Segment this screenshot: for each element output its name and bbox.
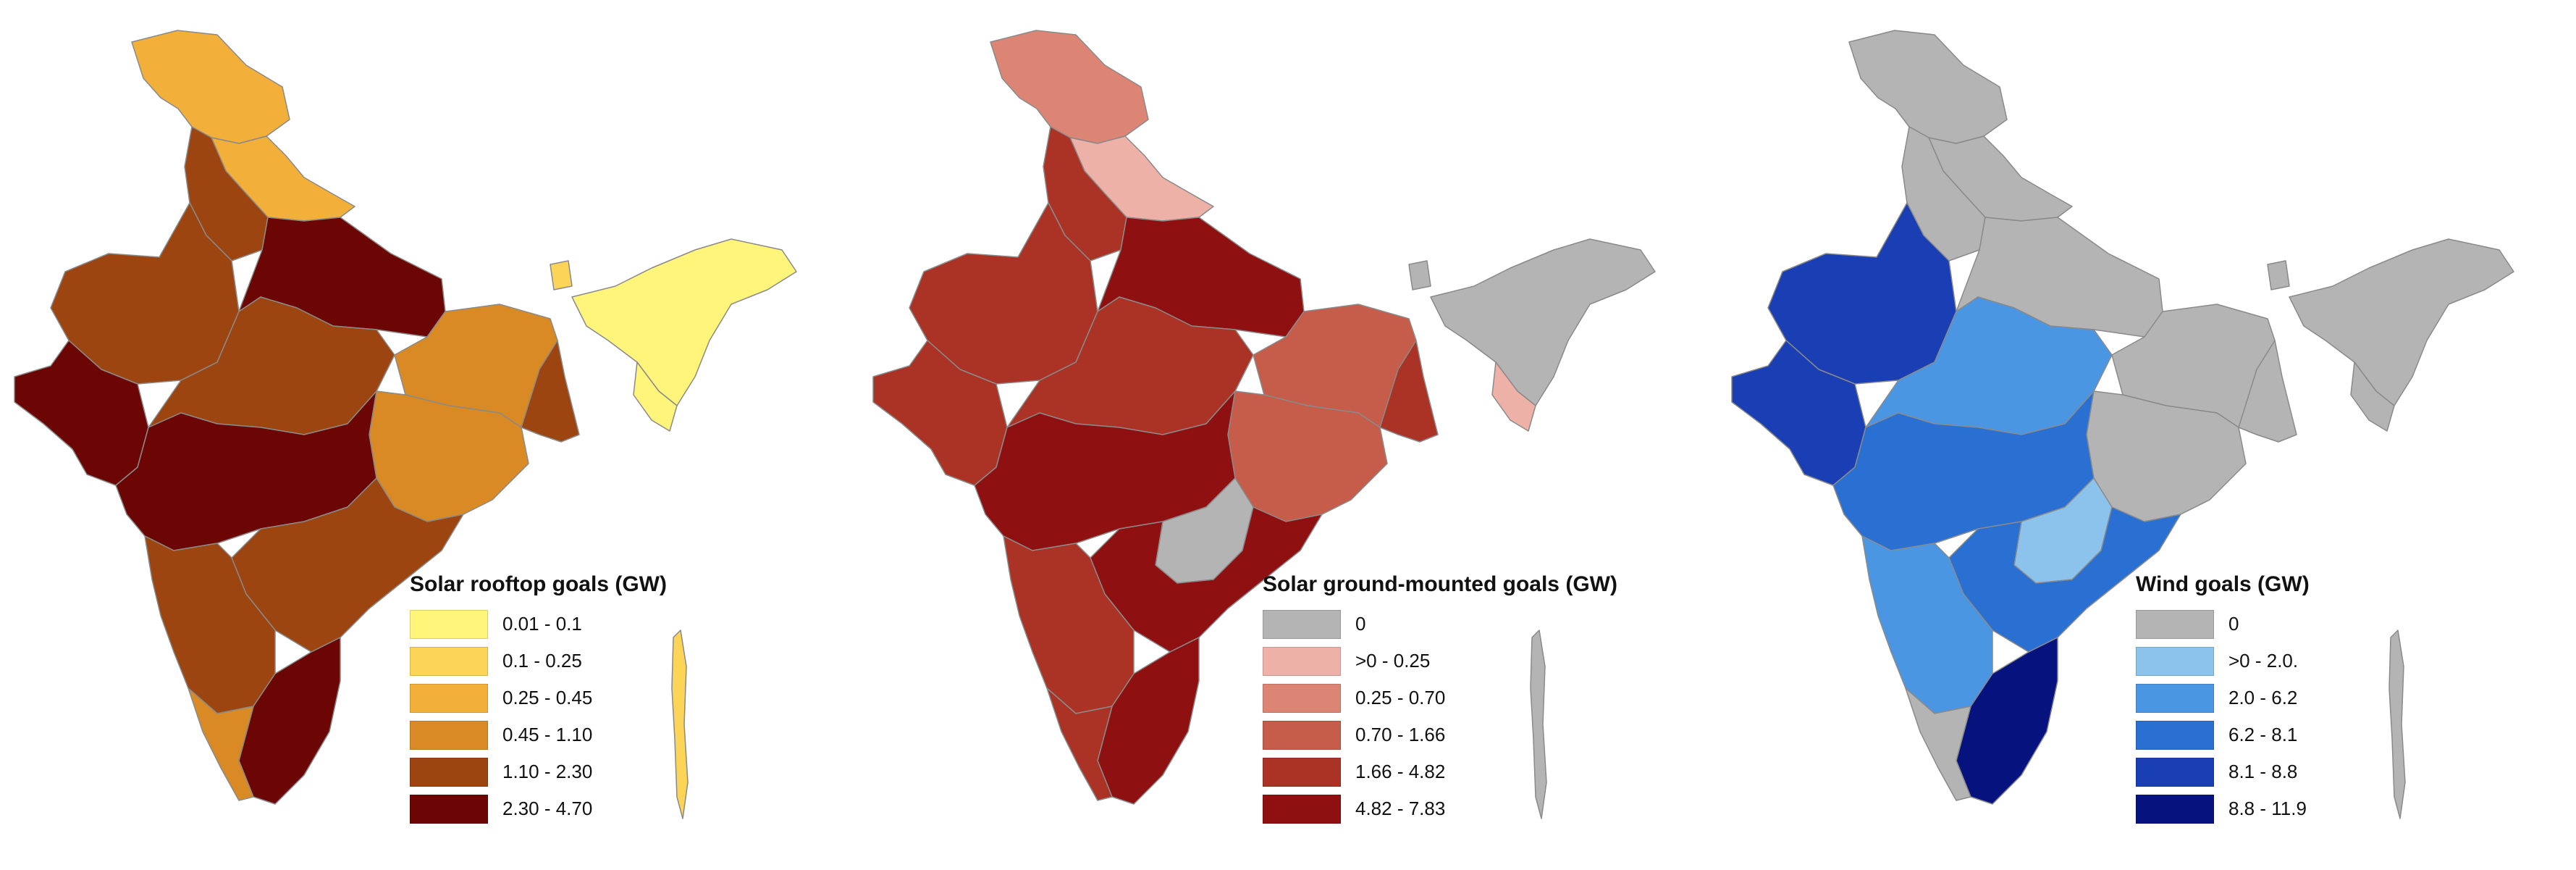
- legend-item: 0: [2136, 606, 2310, 643]
- region-andaman-islands: [1530, 630, 1547, 819]
- legend-item: 2.30 - 4.70: [410, 790, 667, 827]
- legend-title: Wind goals (GW): [2136, 572, 2310, 596]
- legend-swatch: [410, 794, 488, 824]
- legend-item: 0.25 - 0.45: [410, 679, 667, 716]
- legend-item: 1.66 - 4.82: [1263, 753, 1617, 790]
- legend-item: 0: [1263, 606, 1617, 643]
- region-northeast-south: [2350, 361, 2395, 432]
- legend-item: 0.25 - 0.70: [1263, 679, 1617, 716]
- legend-label: 6.2 - 8.1: [2228, 724, 2298, 745]
- map-legend: Solar rooftop goals (GW) 0.01 - 0.1 0.1 …: [410, 572, 667, 827]
- region-andaman-islands: [2388, 630, 2406, 819]
- legend-swatch: [2136, 794, 2214, 824]
- map-legend: Wind goals (GW) 0 >0 - 2.0. 2.0 - 6.2 6.…: [2136, 572, 2310, 827]
- legend-swatch: [2136, 757, 2214, 787]
- map-panel-solar-ground-mounted: Solar ground-mounted goals (GW) 0 >0 - 0…: [859, 0, 1717, 870]
- region-sikkim: [550, 260, 573, 290]
- region-northeast-south: [633, 361, 678, 432]
- legend-swatch: [1263, 683, 1341, 713]
- legend-label: 0: [2228, 613, 2239, 635]
- legend-item: >0 - 0.25: [1263, 643, 1617, 679]
- region-northeast-main: [2289, 238, 2514, 406]
- legend-label: 4.82 - 7.83: [1355, 798, 1446, 819]
- legend-label: >0 - 0.25: [1355, 650, 1431, 672]
- india-choropleth-map: [872, 30, 1656, 819]
- legend-swatch: [410, 757, 488, 787]
- region-andaman-islands: [671, 630, 689, 819]
- legend-item: 6.2 - 8.1: [2136, 716, 2310, 753]
- legend-label: 8.1 - 8.8: [2228, 761, 2298, 782]
- region-west-bengal-east: [521, 340, 580, 443]
- legend-item: 0.1 - 0.25: [410, 643, 667, 679]
- legend-item: 8.8 - 11.9: [2136, 790, 2310, 827]
- legend-item: >0 - 2.0.: [2136, 643, 2310, 679]
- india-choropleth-map: [1731, 30, 2514, 819]
- map-panel-solar-rooftop: Solar rooftop goals (GW) 0.01 - 0.1 0.1 …: [0, 0, 859, 870]
- legend-item: 0.01 - 0.1: [410, 606, 667, 643]
- legend-title: Solar rooftop goals (GW): [410, 572, 667, 596]
- region-jammu-kashmir: [131, 30, 290, 144]
- legend-label: 2.30 - 4.70: [502, 798, 593, 819]
- legend-title: Solar ground-mounted goals (GW): [1263, 572, 1617, 596]
- region-kerala: [1905, 687, 1971, 801]
- legend-label: 0.25 - 0.70: [1355, 687, 1446, 708]
- legend-swatch: [1263, 609, 1341, 639]
- region-west-bengal-east: [2238, 340, 2297, 443]
- legend-swatch: [1263, 794, 1341, 824]
- legend-swatch: [1263, 646, 1341, 676]
- legend-label: >0 - 2.0.: [2228, 650, 2299, 672]
- legend-label: 8.8 - 11.9: [2228, 798, 2307, 819]
- legend-swatch: [1263, 757, 1341, 787]
- legend-swatch: [410, 609, 488, 639]
- legend-item: 0.45 - 1.10: [410, 716, 667, 753]
- legend-swatch: [2136, 609, 2214, 639]
- region-kerala: [188, 687, 254, 801]
- legend-label: 0: [1355, 613, 1366, 635]
- legend-item: 1.10 - 2.30: [410, 753, 667, 790]
- region-jammu-kashmir: [1848, 30, 2008, 144]
- region-northeast-main: [1430, 238, 1656, 406]
- region-jammu-kashmir: [990, 30, 1149, 144]
- region-kerala: [1046, 687, 1113, 801]
- legend-swatch: [1263, 720, 1341, 750]
- map-legend: Solar ground-mounted goals (GW) 0 >0 - 0…: [1263, 572, 1617, 827]
- legend-swatch: [2136, 720, 2214, 750]
- legend-item: 0.70 - 1.66: [1263, 716, 1617, 753]
- legend-item: 2.0 - 6.2: [2136, 679, 2310, 716]
- legend-label: 0.70 - 1.66: [1355, 724, 1446, 745]
- region-sikkim: [2267, 260, 2290, 290]
- legend-swatch: [2136, 683, 2214, 713]
- legend-label: 1.10 - 2.30: [502, 761, 593, 782]
- legend-label: 0.1 - 0.25: [502, 650, 582, 672]
- legend-swatch: [410, 720, 488, 750]
- region-west-bengal-east: [1379, 340, 1439, 443]
- legend-label: 0.45 - 1.10: [502, 724, 593, 745]
- legend-swatch: [2136, 646, 2214, 676]
- region-northeast-south: [1491, 361, 1536, 432]
- india-choropleth-map: [14, 30, 797, 819]
- legend-label: 1.66 - 4.82: [1355, 761, 1446, 782]
- legend-label: 0.01 - 0.1: [502, 613, 582, 635]
- legend-label: 0.25 - 0.45: [502, 687, 593, 708]
- legend-swatch: [410, 683, 488, 713]
- region-sikkim: [1408, 260, 1431, 290]
- map-panel-wind: Wind goals (GW) 0 >0 - 2.0. 2.0 - 6.2 6.…: [1717, 0, 2576, 870]
- legend-swatch: [410, 646, 488, 676]
- region-northeast-main: [571, 238, 797, 406]
- legend-item: 8.1 - 8.8: [2136, 753, 2310, 790]
- legend-item: 4.82 - 7.83: [1263, 790, 1617, 827]
- legend-label: 2.0 - 6.2: [2228, 687, 2298, 708]
